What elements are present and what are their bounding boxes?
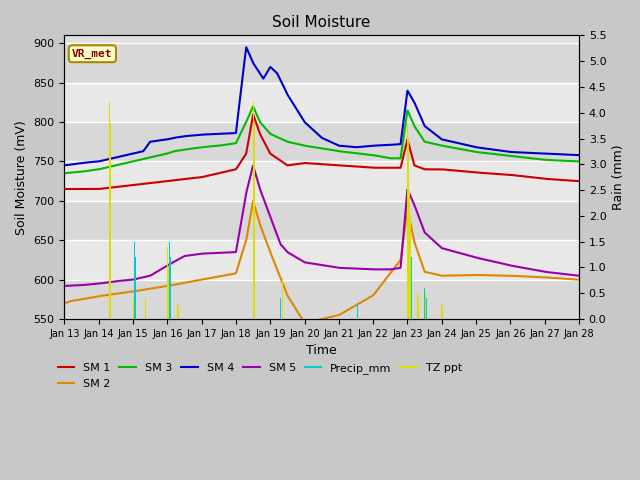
- Bar: [134, 303, 135, 319]
- Bar: [65, 83, 579, 122]
- Y-axis label: Rain (mm): Rain (mm): [612, 144, 625, 210]
- Bar: [424, 288, 425, 319]
- Bar: [167, 247, 168, 319]
- Bar: [168, 267, 169, 319]
- Bar: [65, 122, 579, 161]
- Bar: [418, 299, 419, 319]
- Bar: [409, 190, 410, 319]
- Bar: [417, 293, 418, 319]
- X-axis label: Time: Time: [307, 344, 337, 357]
- Bar: [442, 306, 443, 319]
- Legend: SM 1, SM 2, SM 3, SM 4, SM 5, Precip_mm, TZ ppt: SM 1, SM 2, SM 3, SM 4, SM 5, Precip_mm,…: [53, 359, 467, 393]
- Y-axis label: Soil Moisture (mV): Soil Moisture (mV): [15, 120, 28, 235]
- Bar: [178, 306, 179, 319]
- Bar: [133, 299, 134, 319]
- Bar: [132, 293, 133, 319]
- Bar: [65, 43, 579, 83]
- Bar: [282, 288, 284, 319]
- Bar: [177, 303, 178, 319]
- Bar: [408, 164, 409, 319]
- Bar: [407, 123, 408, 319]
- Bar: [425, 293, 426, 319]
- Bar: [145, 299, 146, 319]
- Title: Soil Moisture: Soil Moisture: [273, 15, 371, 30]
- Bar: [254, 123, 255, 319]
- Bar: [65, 161, 579, 201]
- Bar: [65, 280, 579, 319]
- Bar: [65, 201, 579, 240]
- Bar: [282, 278, 283, 319]
- Bar: [410, 216, 411, 319]
- Bar: [110, 123, 111, 319]
- Bar: [169, 278, 170, 319]
- Bar: [65, 240, 579, 280]
- Bar: [410, 242, 412, 319]
- Text: VR_met: VR_met: [72, 48, 113, 59]
- Bar: [109, 102, 110, 319]
- Bar: [253, 102, 254, 319]
